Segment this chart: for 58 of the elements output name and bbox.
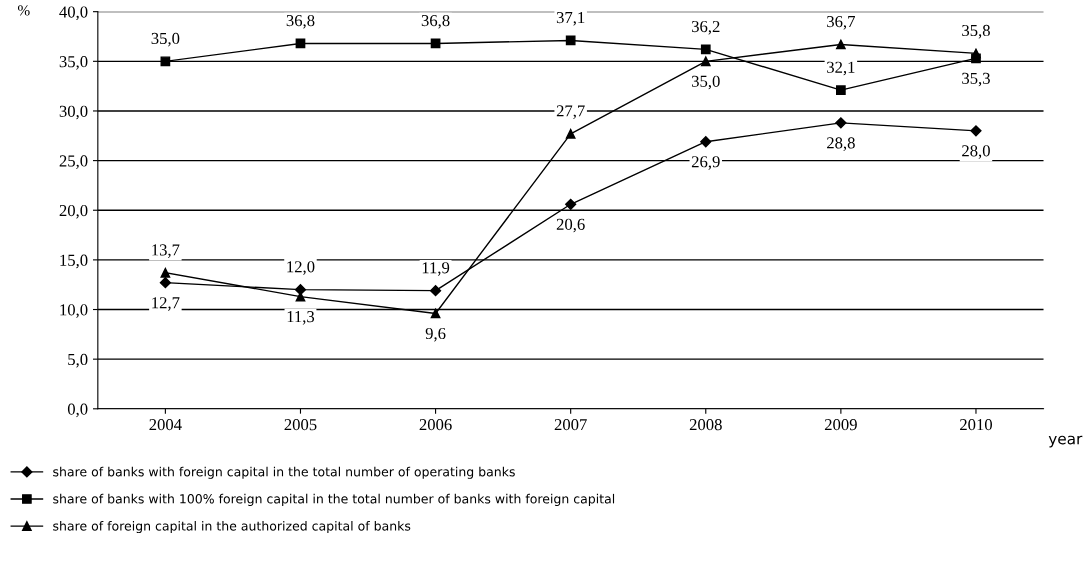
point: [160, 56, 171, 67]
data-label: 35,3: [962, 72, 990, 87]
y-axis-title: %: [17, 5, 30, 16]
legend-label: share of banks with 100% foreign capital in the total number of banks with foreign capital: [53, 493, 615, 506]
x-tick-label: 2007: [554, 419, 587, 431]
data-label: 9,6: [425, 327, 446, 342]
y-tick-label: 5,0: [68, 353, 88, 368]
data-label: 36,2: [691, 20, 720, 35]
data-label: 35,0: [691, 75, 720, 90]
legend-label: share of foreign capital in the authorized capital of banks: [53, 520, 411, 534]
data-label: 28,8: [827, 137, 855, 151]
point: [700, 136, 712, 148]
y-tick-label: 20,0: [59, 204, 88, 219]
data-label: 35,0: [151, 32, 180, 47]
point: [836, 85, 846, 95]
y-tick-label: 0,0: [67, 403, 88, 418]
data-label: 32,1: [827, 61, 855, 76]
point: [970, 125, 982, 137]
legend-label: share of banks with foreign capital in the total number of operating banks: [53, 466, 515, 479]
data-label: 37,1: [556, 12, 585, 26]
point: [429, 285, 442, 297]
point: [565, 198, 577, 210]
point: [430, 308, 441, 319]
y-tick-label: 35,0: [59, 56, 88, 70]
y-tick-label: 10,0: [60, 304, 88, 318]
y-tick-label: 15,0: [60, 254, 88, 269]
point: [160, 267, 171, 278]
data-label: 35,8: [962, 24, 990, 39]
data-label: 20,6: [556, 218, 585, 233]
point: [159, 277, 171, 289]
data-label: 13,7: [152, 244, 180, 258]
data-label: 26,9: [691, 156, 720, 170]
point: [835, 117, 847, 129]
data-label: 11,3: [287, 311, 315, 325]
y-tick-label: 25,0: [59, 155, 88, 169]
data-label: 28,0: [962, 145, 990, 159]
x-tick-label: 2006: [419, 419, 452, 431]
data-label: 36,8: [421, 14, 450, 29]
data-label: 36,7: [827, 15, 855, 30]
x-tick-label: 2009: [824, 419, 857, 431]
y-tick-label: 30,0: [59, 105, 88, 120]
point: [700, 56, 711, 67]
point: [971, 48, 981, 59]
point: [565, 35, 576, 46]
data-label: 12,0: [287, 261, 315, 275]
x-tick-label: 2005: [284, 419, 317, 431]
x-tick-label: 2010: [960, 419, 992, 431]
data-label: 12,7: [152, 297, 180, 311]
data-label: 11,9: [422, 262, 450, 276]
x-axis-title: year: [1048, 435, 1083, 448]
data-label: 36,8: [286, 14, 315, 29]
point: [700, 44, 711, 55]
data-label: 27,7: [556, 105, 585, 119]
point: [565, 128, 576, 139]
point: [836, 39, 846, 50]
x-tick-label: 2008: [689, 419, 722, 431]
y-tick-label: 40,0: [59, 6, 88, 21]
x-tick-label: 2004: [149, 419, 182, 431]
